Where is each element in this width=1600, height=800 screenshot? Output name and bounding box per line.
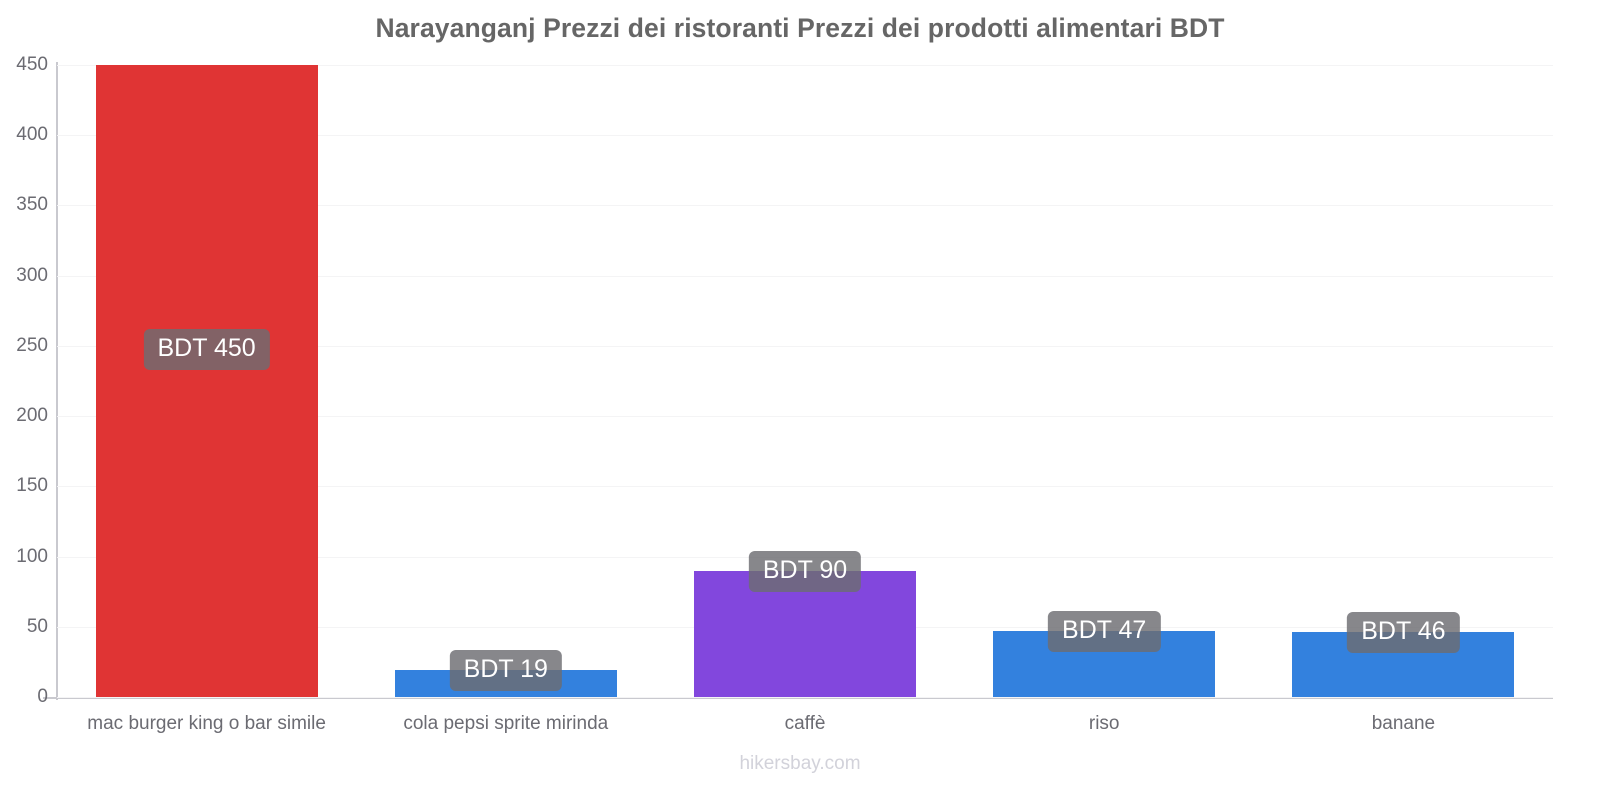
x-axis-category-label: caffè bbox=[784, 713, 826, 734]
gridline bbox=[57, 416, 1553, 418]
y-axis-tick-label: 300 bbox=[16, 264, 48, 286]
gridline bbox=[57, 205, 1553, 207]
y-axis-tick-label: 350 bbox=[16, 194, 48, 216]
y-axis-tick-label: 250 bbox=[16, 334, 48, 356]
gridline bbox=[57, 135, 1553, 137]
plot-area bbox=[57, 65, 1553, 698]
y-axis-tick-label: 50 bbox=[26, 615, 48, 637]
x-axis-category-label: riso bbox=[1088, 713, 1120, 734]
chart-title: Narayanganj Prezzi dei ristoranti Prezzi… bbox=[375, 13, 1225, 43]
y-axis-tick-label: 450 bbox=[16, 54, 48, 75]
y-axis-tick-label: 150 bbox=[16, 475, 48, 497]
y-axis-tick-label: 100 bbox=[16, 545, 48, 567]
gridline bbox=[57, 345, 1553, 347]
y-axis-tick-label: 200 bbox=[16, 405, 48, 427]
y-axis-line bbox=[56, 62, 58, 700]
x-axis-category-label: cola pepsi sprite mirinda bbox=[403, 713, 609, 734]
bar[interactable] bbox=[694, 570, 916, 697]
bar-value-label: BDT 46 bbox=[1347, 612, 1460, 654]
x-axis-category-label: banane bbox=[1371, 713, 1436, 734]
gridline bbox=[57, 65, 1553, 66]
gridline bbox=[57, 486, 1553, 488]
gridline bbox=[57, 697, 1553, 698]
bar-value-label: BDT 19 bbox=[449, 650, 562, 692]
bar-value-label: BDT 450 bbox=[143, 329, 270, 370]
bar[interactable] bbox=[95, 65, 318, 697]
bar-value-label: BDT 90 bbox=[748, 550, 862, 592]
y-axis-tick-label: 0 bbox=[37, 686, 48, 707]
watermark: hikersbay.com bbox=[739, 753, 861, 774]
x-axis-category-label: mac burger king o bar simile bbox=[87, 713, 326, 734]
gridline bbox=[57, 275, 1553, 277]
y-axis-tick-label: 400 bbox=[16, 124, 48, 146]
bar-value-label: BDT 47 bbox=[1048, 610, 1161, 652]
